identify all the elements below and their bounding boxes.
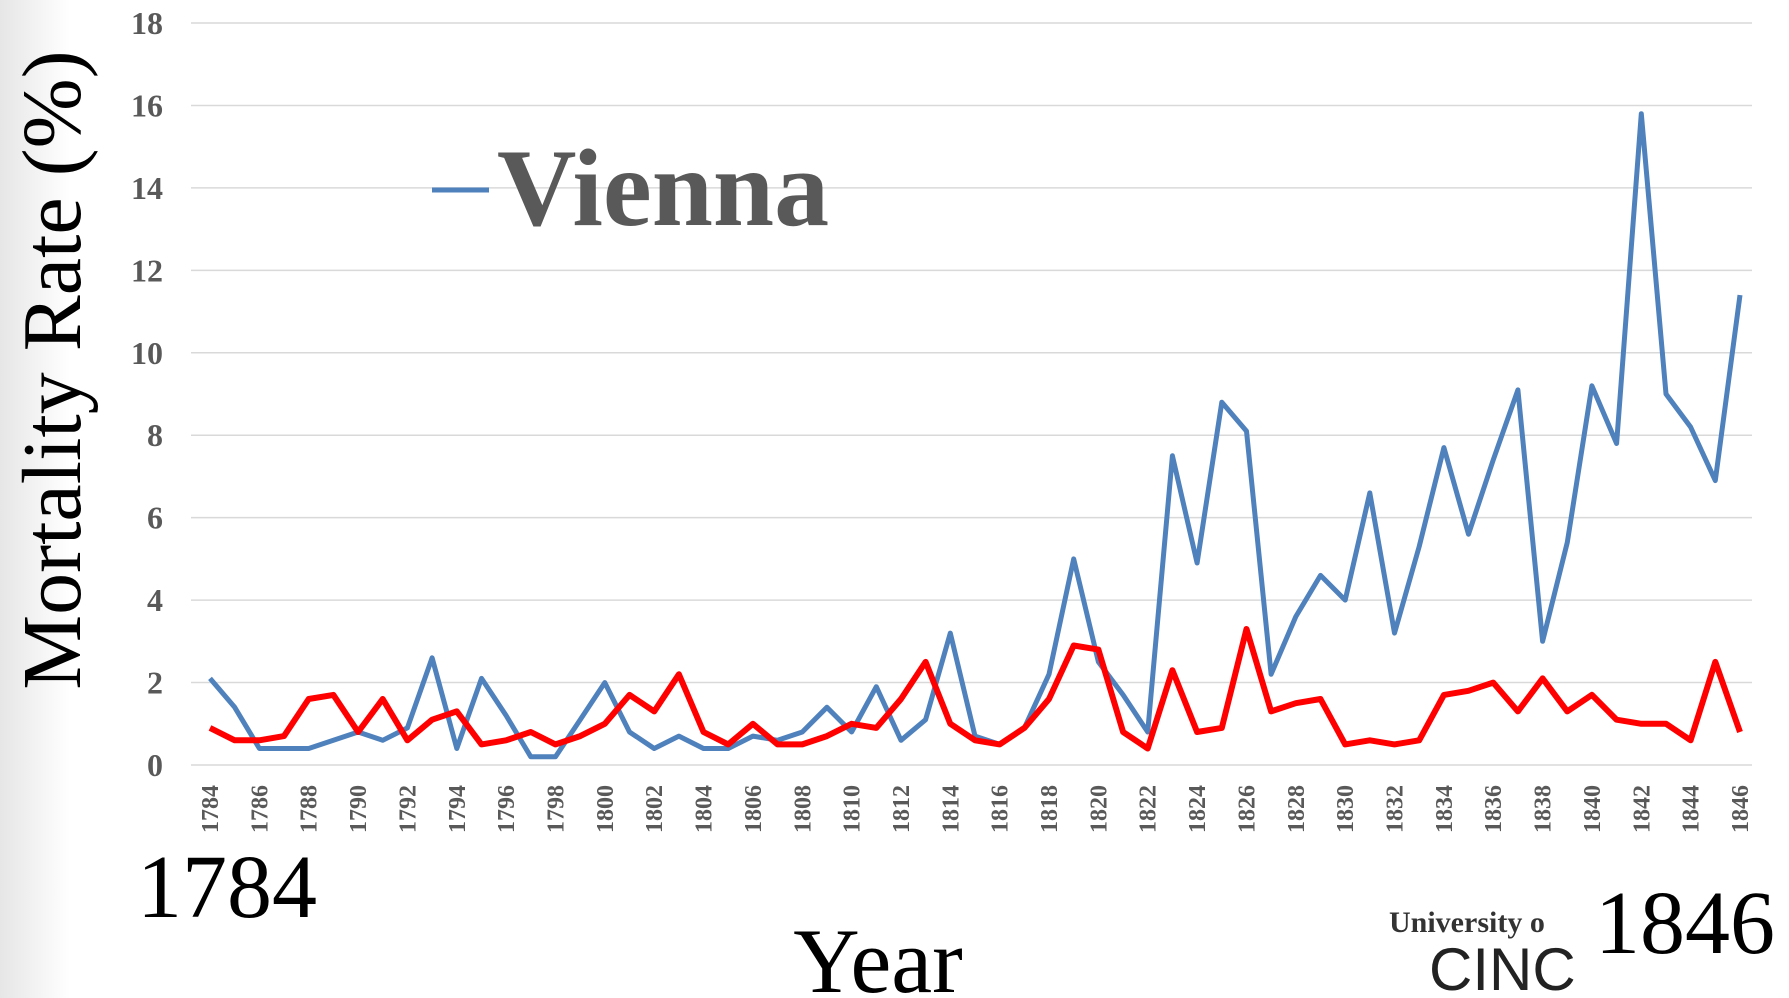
annotation: 1784 — [137, 838, 317, 937]
y-tick-label: 2 — [147, 665, 163, 701]
x-tick-label: 1842 — [1629, 785, 1655, 833]
x-tick-label: 1804 — [692, 785, 718, 833]
x-tick-label: 1796 — [494, 785, 520, 833]
x-tick-label: 1806 — [741, 785, 767, 833]
x-tick-label: 1822 — [1136, 785, 1162, 833]
annotation: CINC — [1429, 936, 1576, 998]
x-tick-label: 1800 — [593, 785, 619, 833]
x-tick-label: 1834 — [1432, 785, 1458, 833]
x-tick-label: 1802 — [642, 785, 668, 833]
x-tick-label: 1824 — [1185, 785, 1211, 833]
legend-label: Vienna — [497, 127, 829, 249]
annotation: University o — [1389, 906, 1545, 939]
x-tick-label: 1816 — [988, 785, 1014, 833]
x-tick-label: 1808 — [790, 785, 816, 833]
x-tick-label: 1812 — [889, 785, 915, 833]
x-tick-label: 1840 — [1580, 785, 1606, 833]
x-tick-label: 1836 — [1481, 785, 1507, 833]
x-tick-label: 1814 — [938, 785, 964, 833]
x-tick-label: 1818 — [1037, 785, 1063, 833]
x-tick-label: 1784 — [198, 785, 224, 833]
x-tick-label: 1792 — [395, 785, 421, 833]
x-tick-label: 1846 — [1728, 785, 1754, 833]
x-tick-label: 1828 — [1284, 785, 1310, 833]
y-tick-label: 16 — [131, 87, 163, 123]
x-tick-label: 1798 — [543, 785, 569, 833]
background-shade — [0, 0, 70, 998]
x-axis-title: Year — [793, 910, 963, 998]
x-tick-label: 1820 — [1086, 785, 1112, 833]
x-tick-label: 1790 — [346, 785, 372, 833]
y-tick-label: 12 — [131, 252, 163, 288]
x-tick-label: 1844 — [1679, 785, 1705, 833]
line-series — [208, 626, 1743, 752]
y-tick-label: 8 — [147, 417, 163, 453]
y-tick-label: 0 — [147, 747, 163, 783]
y-tick-label: 14 — [131, 170, 163, 206]
x-tick-label: 1830 — [1333, 785, 1359, 833]
y-tick-label: 4 — [147, 582, 163, 618]
x-tick-label: 1838 — [1531, 785, 1557, 833]
y-tick-label: 18 — [131, 5, 163, 41]
y-tick-label: 6 — [147, 500, 163, 536]
x-tick-label: 1826 — [1234, 785, 1260, 833]
x-tick-label: 1810 — [840, 785, 866, 833]
annotation: 1846 — [1595, 874, 1775, 973]
x-tick-label: 1794 — [445, 785, 471, 833]
x-tick-label: 1786 — [247, 785, 273, 833]
plot-area: 0 2 4 6 8 10 12 14 16 18 1784 1786 1788 1790 1792 1794 1… — [131, 5, 1754, 833]
y-tick-label: 10 — [131, 335, 163, 371]
y-axis-title: Mortality Rate (%) — [6, 50, 99, 689]
x-tick-label: 1788 — [297, 785, 323, 833]
x-tick-label: 1832 — [1383, 785, 1409, 833]
